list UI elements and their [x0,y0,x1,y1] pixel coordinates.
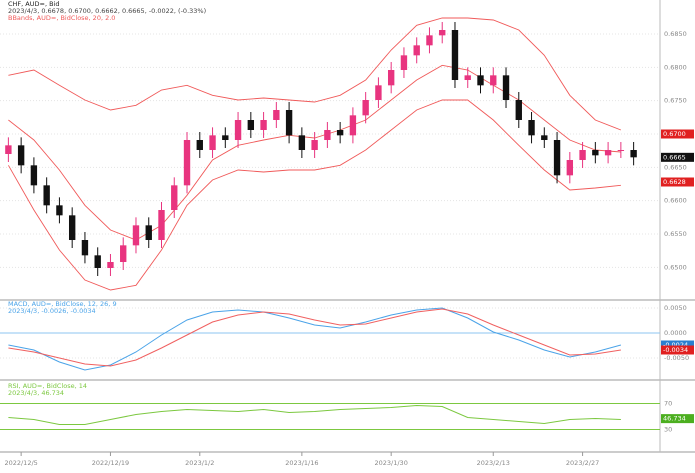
candle-body [273,110,280,120]
candle-body [477,75,484,86]
candle-body [413,45,420,56]
y-tick-label: 0.6750 [664,97,687,105]
candle-body [362,100,369,116]
price-marker [661,414,694,424]
price-marker [661,340,694,350]
candle-body [311,140,318,150]
y-tick-label: 30 [664,426,672,434]
panel-header: BBands, AUD=, BidClose, 20, 2.0 [8,14,115,22]
x-tick-label: 2023/2/13 [477,459,510,467]
bollinger-band [8,17,622,131]
candle-body [68,215,76,240]
candle-body [81,240,89,256]
price-marker-label: 0.6700 [663,130,686,138]
indicator-line [8,404,621,425]
candle-body [553,140,561,176]
price-marker [661,177,694,187]
x-tick-label: 2023/1/16 [285,459,318,467]
y-tick-label: 0.6850 [664,30,687,38]
candle-body [120,245,127,262]
candle-body [490,75,497,86]
candle-body [285,110,293,136]
indicator-line [8,307,622,371]
candle-body [464,75,471,80]
candle-body [400,55,408,70]
y-tick-label: 0.6600 [664,197,687,205]
y-tick-label: 0.0000 [664,329,687,337]
panel-header: 2023/4/3, 46.734 [8,389,64,397]
candle-body [604,150,612,156]
candle-body [17,145,25,166]
candle-body [56,205,63,216]
y-tick-label: 0.0050 [664,304,687,312]
candle-body [183,140,191,186]
candle-body [592,150,599,156]
candle-body [375,85,382,100]
candle-body [579,150,586,160]
candle-body [132,225,140,246]
price-marker-label: -0.0024 [663,341,688,349]
y-tick-label: 0.6500 [664,263,687,271]
candle-body [566,160,574,176]
price-marker [661,152,694,162]
x-tick-label: 2023/1/30 [375,459,408,467]
bollinger-band [8,99,621,291]
x-tick-label: 2022/12/5 [4,459,37,467]
candle-body [209,135,216,150]
y-tick-label: 70 [664,400,672,408]
candle-body [349,115,357,136]
candle-body [515,100,522,120]
y-tick-label: 0.6650 [664,163,687,171]
candle-body [451,30,459,80]
price-marker-label: 46.734 [663,415,686,423]
candle-body [94,255,101,268]
price-marker [661,129,694,139]
candle-body [426,35,433,46]
candle-body [107,262,114,268]
candle-body [541,135,548,140]
candle-body [247,120,255,130]
panel-header: RSI, AUD=, BidClose, 14 [8,382,87,390]
candle-body [336,130,344,136]
panel-header: CHF, AUD=, Bid [8,0,59,8]
x-tick-label: 2022/12/19 [92,459,129,467]
candle-body [222,135,229,140]
x-tick-label: 2023/2/27 [566,459,599,467]
y-tick-label: 0.6800 [664,63,687,71]
candle-body [298,135,306,150]
candle-body [630,150,637,158]
candle-body [234,120,242,140]
candle-body [502,75,510,100]
price-marker-label: -0.0034 [663,346,688,354]
panel-header: MACD, AUD=, BidClose, 12, 26, 9 [8,300,117,308]
candle-body [439,30,446,36]
candle-body [43,185,50,206]
y-tick-label: -0.0050 [664,354,689,362]
candle-body [324,130,331,140]
price-marker-label: 0.6628 [663,178,686,186]
candle-body [158,210,165,240]
x-tick-label: 2023/1/2 [185,459,214,467]
candle-body [260,120,267,130]
candle-body [387,70,395,86]
price-marker [661,345,694,355]
candle-body [617,150,625,151]
candle-body [145,225,152,240]
candle-body [528,120,535,136]
candle-body [171,185,178,210]
panel-header: 2023/4/3, -0.0026, -0.0034 [8,307,96,315]
candle-body [30,165,38,186]
candle-body [5,145,12,154]
y-tick-label: 0.6550 [664,230,687,238]
indicator-line [8,308,621,367]
price-marker-label: 0.6665 [663,153,686,161]
panel-header: 2023/4/3, 0.6678, 0.6700, 0.6662, 0.6665… [8,7,206,15]
candle-body [196,140,203,150]
